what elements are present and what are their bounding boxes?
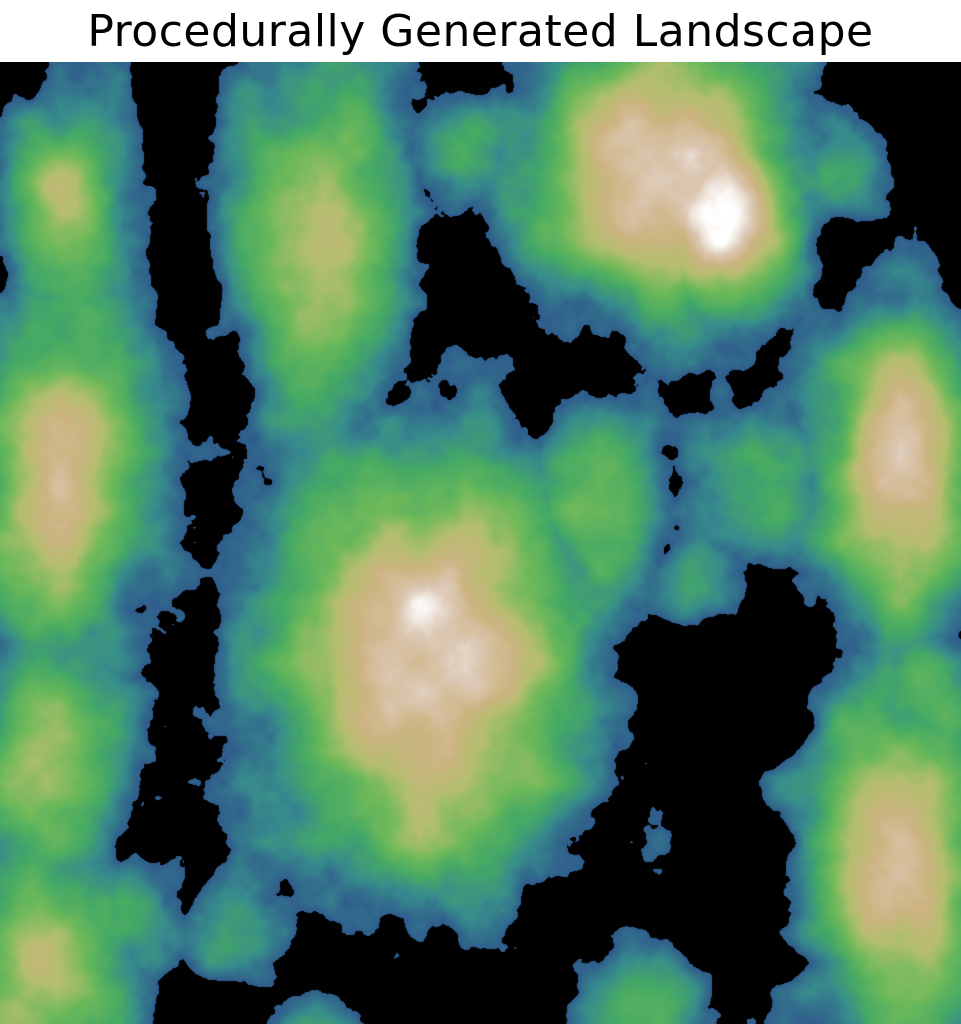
landscape-image (0, 62, 961, 1024)
figure-title: Procedurally Generated Landscape (87, 5, 874, 57)
terrain-heightmap-canvas (0, 62, 961, 1024)
